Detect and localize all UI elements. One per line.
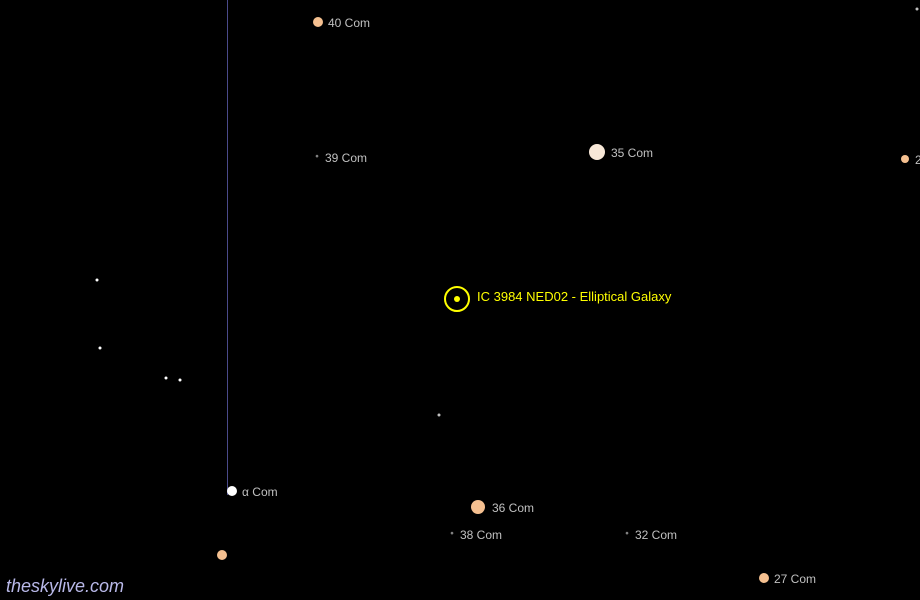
star — [313, 17, 323, 27]
star — [901, 155, 909, 163]
star-label: 40 Com — [328, 16, 370, 30]
star-label: 35 Com — [611, 146, 653, 160]
star-label: 38 Com — [460, 528, 502, 542]
star-marker: • — [625, 529, 629, 540]
star-label: 26 — [915, 153, 920, 167]
star-label: 27 Com — [774, 572, 816, 586]
star-label: 36 Com — [492, 501, 534, 515]
star — [916, 8, 919, 11]
star — [217, 550, 227, 560]
star — [471, 500, 485, 514]
star — [165, 377, 168, 380]
star-label: 32 Com — [635, 528, 677, 542]
star-marker: • — [315, 152, 319, 163]
star — [759, 573, 769, 583]
star-marker: • — [450, 529, 454, 540]
star — [227, 486, 237, 496]
watermark: theskylive.com — [6, 576, 124, 597]
star — [438, 414, 441, 417]
star — [96, 279, 99, 282]
star-label: α Com — [242, 485, 278, 499]
target-label: IC 3984 NED02 - Elliptical Galaxy — [477, 289, 671, 304]
star-label: 39 Com — [325, 151, 367, 165]
constellation-line — [227, 0, 228, 495]
target-dot — [454, 296, 460, 302]
star — [589, 144, 605, 160]
star — [99, 347, 102, 350]
star — [179, 379, 182, 382]
